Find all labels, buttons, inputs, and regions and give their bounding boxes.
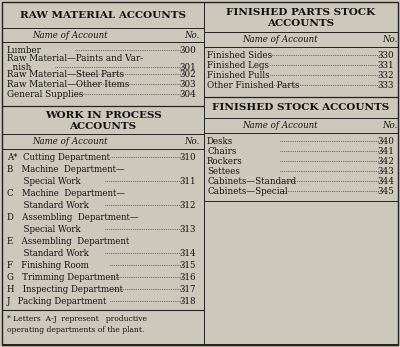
Text: Standard Work: Standard Work [7, 248, 89, 257]
Text: G   Trimming Department: G Trimming Department [7, 272, 119, 281]
Text: Rockers: Rockers [207, 156, 243, 166]
Text: Cabinets—Standard: Cabinets—Standard [207, 177, 296, 186]
Text: * Letters  A-J  represent   productive: * Letters A-J represent productive [7, 315, 147, 323]
Text: FINISHED PARTS STOCK: FINISHED PARTS STOCK [226, 8, 376, 17]
Text: Raw Material—Other Items: Raw Material—Other Items [7, 79, 129, 88]
Text: C   Machine  Department—: C Machine Department— [7, 188, 125, 197]
Text: No.: No. [184, 136, 200, 145]
Text: A*  Cutting Department: A* Cutting Department [7, 152, 110, 161]
Text: ACCOUNTS: ACCOUNTS [268, 18, 334, 27]
Text: 301: 301 [179, 62, 196, 71]
Text: E   Assembling  Department: E Assembling Department [7, 237, 129, 245]
Text: 340: 340 [377, 136, 394, 145]
Text: ACCOUNTS: ACCOUNTS [70, 121, 136, 130]
Text: B   Machine  Department—: B Machine Department— [7, 164, 125, 174]
Text: J   Packing Department: J Packing Department [7, 296, 107, 305]
Text: 341: 341 [377, 146, 394, 155]
Text: No.: No. [184, 31, 200, 40]
Text: Name of Account: Name of Account [242, 34, 318, 43]
Text: 332: 332 [377, 70, 394, 79]
Text: 303: 303 [179, 79, 196, 88]
Text: FINISHED STOCK ACCOUNTS: FINISHED STOCK ACCOUNTS [212, 102, 390, 111]
Text: Name of Account: Name of Account [32, 136, 108, 145]
Text: General Supplies: General Supplies [7, 90, 83, 99]
Text: Name of Account: Name of Account [242, 120, 318, 129]
Text: 333: 333 [378, 81, 394, 90]
Text: 311: 311 [179, 177, 196, 186]
Text: Raw Material—Steel Parts: Raw Material—Steel Parts [7, 69, 124, 78]
Text: WORK IN PROCESS: WORK IN PROCESS [45, 110, 161, 119]
Text: 302: 302 [179, 69, 196, 78]
Text: Lumber: Lumber [7, 45, 42, 54]
Text: No.: No. [382, 120, 398, 129]
Text: 318: 318 [179, 296, 196, 305]
Text: Chairs: Chairs [207, 146, 236, 155]
Text: Finished Sides: Finished Sides [207, 51, 272, 59]
Text: F   Finishing Room: F Finishing Room [7, 261, 89, 270]
Text: 304: 304 [179, 90, 196, 99]
Text: 342: 342 [377, 156, 394, 166]
Text: 331: 331 [377, 60, 394, 69]
Text: No.: No. [382, 34, 398, 43]
Text: Desks: Desks [207, 136, 233, 145]
Text: H   Inspecting Department: H Inspecting Department [7, 285, 123, 294]
Text: 313: 313 [180, 225, 196, 234]
Text: Name of Account: Name of Account [32, 31, 108, 40]
Text: 344: 344 [377, 177, 394, 186]
Text: 316: 316 [180, 272, 196, 281]
Text: Finished Pulls: Finished Pulls [207, 70, 270, 79]
Text: Other Finished Parts: Other Finished Parts [207, 81, 300, 90]
Text: 310: 310 [179, 152, 196, 161]
Text: Finished Legs: Finished Legs [207, 60, 269, 69]
Text: 315: 315 [180, 261, 196, 270]
Text: Standard Work: Standard Work [7, 201, 89, 210]
Text: RAW MATERIAL ACCOUNTS: RAW MATERIAL ACCOUNTS [20, 10, 186, 19]
Text: Raw Material—Paints and Var-: Raw Material—Paints and Var- [7, 53, 143, 62]
Text: 300: 300 [179, 45, 196, 54]
Text: operating departments of the plant.: operating departments of the plant. [7, 326, 144, 334]
Text: Settees: Settees [207, 167, 240, 176]
Text: 330: 330 [377, 51, 394, 59]
Text: Special Work: Special Work [7, 225, 81, 234]
Text: 317: 317 [180, 285, 196, 294]
Text: Special Work: Special Work [7, 177, 81, 186]
Text: 345: 345 [377, 186, 394, 195]
Text: D   Assembling  Department—: D Assembling Department— [7, 212, 138, 221]
Text: 314: 314 [180, 248, 196, 257]
Text: Cabinets—Special: Cabinets—Special [207, 186, 288, 195]
Text: 312: 312 [180, 201, 196, 210]
Text: nish: nish [7, 62, 31, 71]
Text: 343: 343 [377, 167, 394, 176]
